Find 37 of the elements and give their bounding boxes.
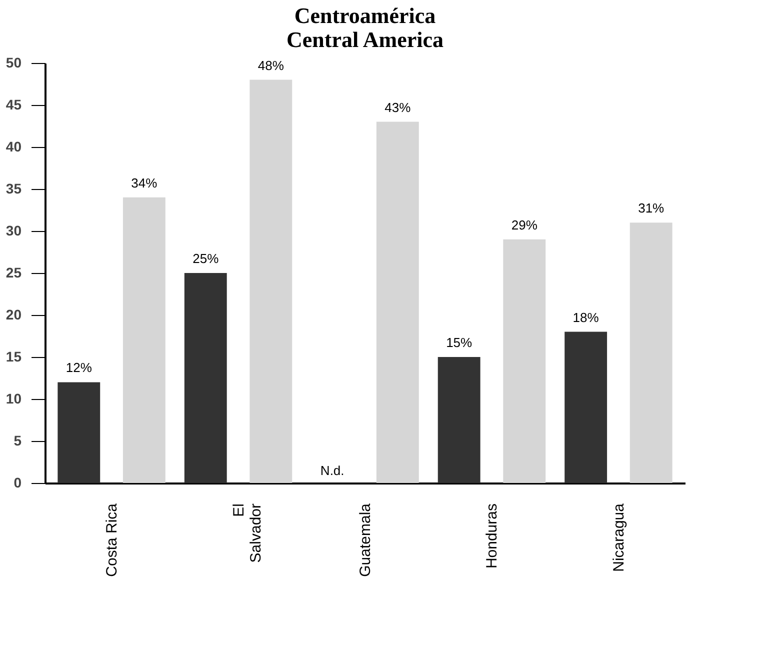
bar	[250, 80, 292, 483]
bar	[58, 382, 100, 483]
y-tick-label: 30	[6, 222, 22, 238]
text: Centroamérica	[294, 3, 436, 28]
bar	[184, 273, 227, 483]
y-tick-label: 0	[14, 474, 22, 490]
y-tick-label: 15	[6, 348, 22, 364]
y-tick-label: 45	[6, 96, 22, 112]
bar	[630, 222, 672, 483]
x-tick-label: Nicaragua	[610, 502, 628, 572]
x-tick-label: Honduras	[484, 504, 501, 569]
data-label: 43%	[384, 100, 412, 115]
annotation: N.d.	[320, 463, 344, 478]
x-tick-label: Costa Rica	[104, 502, 121, 577]
data-label: 18%	[572, 310, 600, 325]
data-label: 29%	[511, 217, 538, 232]
x-tick-label: El Salvador	[230, 503, 264, 563]
text: Central America	[286, 27, 444, 52]
data-label: 34%	[131, 175, 158, 190]
y-tick-label: 40	[6, 138, 22, 154]
y-tick-label: 35	[6, 180, 22, 196]
bar	[564, 332, 608, 483]
data-label: 31%	[638, 200, 665, 216]
y-tick-label: 20	[6, 306, 22, 322]
y-tick-label: 25	[6, 264, 22, 280]
data-label: 48%	[258, 58, 284, 73]
data-label: 15%	[446, 335, 473, 350]
bar	[503, 239, 546, 483]
data-label: 25%	[192, 251, 220, 266]
y-tick-label: 50	[6, 54, 22, 70]
x-tick-label: Guatemala	[357, 502, 374, 577]
y-tick-label: 10	[6, 390, 22, 406]
data-label: 12%	[66, 360, 92, 376]
bar	[122, 197, 166, 483]
bar	[438, 357, 480, 483]
y-tick-label: 5	[14, 432, 22, 448]
bar	[376, 122, 419, 483]
